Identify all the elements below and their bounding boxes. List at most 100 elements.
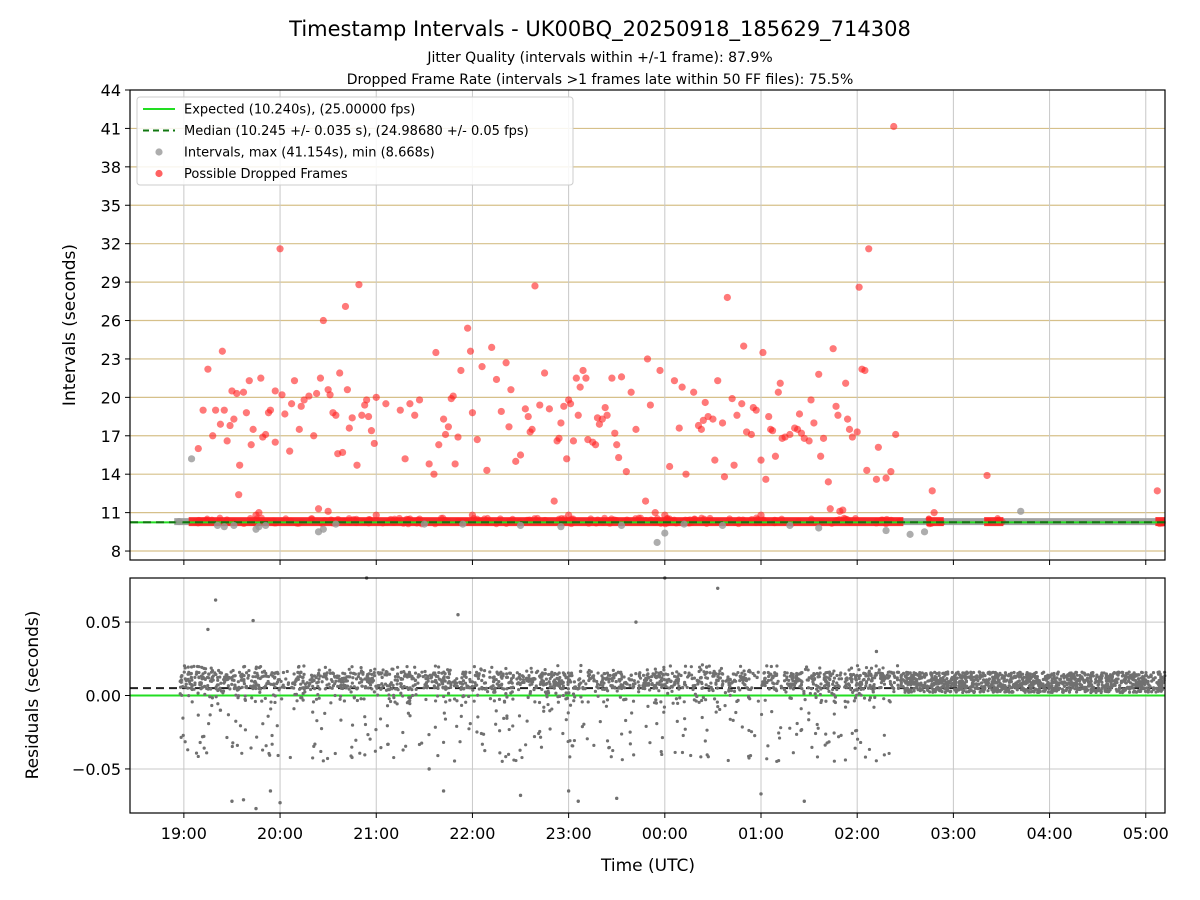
residual-point (539, 745, 544, 749)
residual-point (916, 682, 920, 686)
residual-point (383, 673, 387, 677)
residual-point (183, 685, 188, 689)
residual-point (813, 676, 817, 681)
residual-point (376, 684, 380, 688)
residual-point (1078, 676, 1082, 680)
residual-point (461, 679, 466, 683)
residual-point (542, 709, 546, 713)
residual-point (986, 671, 990, 675)
residual-point (953, 676, 957, 680)
residual-point (721, 679, 725, 683)
residual-point (857, 691, 861, 696)
residual-point (720, 683, 724, 688)
residual-point (501, 672, 505, 676)
residual-point (408, 702, 412, 706)
dropped-frame-point (411, 411, 419, 419)
residual-point (598, 683, 602, 687)
residual-point (990, 680, 994, 684)
residual-point (810, 745, 814, 749)
residual-point (991, 675, 995, 679)
residual-point (714, 682, 718, 686)
residual-point (686, 675, 690, 679)
residual-point (208, 695, 212, 699)
residual-point (468, 680, 472, 684)
residual-point (492, 690, 496, 694)
dropped-frame-point (682, 470, 690, 478)
residual-point (218, 708, 223, 712)
residual-point (566, 687, 570, 691)
dropped-frame-point (768, 427, 777, 435)
residual-point (588, 677, 593, 681)
residual-point (1000, 676, 1004, 680)
residual-point (369, 669, 373, 673)
dropped-frame-point (488, 343, 496, 352)
residual-point (359, 666, 363, 670)
residual-point (330, 679, 334, 683)
residual-point (514, 758, 518, 763)
residual-point (1047, 681, 1051, 686)
residual-point (473, 673, 477, 677)
residual-point (595, 679, 599, 684)
residual-point (665, 678, 669, 682)
residual-point (543, 667, 547, 672)
dropped-frame-point (983, 471, 991, 480)
residual-point (759, 792, 763, 796)
residual-point (201, 672, 205, 676)
residual-point (615, 689, 619, 693)
residual-point (528, 691, 532, 696)
residual-point (495, 682, 499, 686)
dropped-frame-point (226, 421, 234, 430)
residual-point (835, 687, 839, 692)
dropped-frame-point (709, 415, 717, 423)
residual-point (1015, 688, 1019, 692)
residual-point (401, 730, 405, 735)
residual-point (700, 663, 705, 667)
residual-point (908, 671, 912, 675)
residual-point (379, 686, 383, 691)
dropped-frame-point (569, 437, 578, 445)
residual-point (1007, 690, 1011, 694)
dropped-frame-point (406, 400, 414, 408)
residual-point (1052, 674, 1056, 678)
residual-point (193, 681, 197, 685)
residual-point (499, 670, 503, 674)
residual-point (832, 712, 836, 716)
dropped-frame-point (271, 438, 279, 446)
residual-point (578, 669, 583, 673)
dropped-frame-point (632, 425, 640, 433)
residual-point (843, 705, 848, 709)
residual-point (780, 686, 784, 690)
residual-point (480, 678, 484, 683)
residual-point (255, 683, 260, 687)
residual-point (584, 682, 588, 686)
residual-point (1028, 673, 1032, 677)
residual-point (198, 740, 202, 745)
residual-point (396, 687, 400, 691)
residual-point (813, 731, 818, 736)
residual-point (517, 672, 522, 677)
residual-point (791, 679, 795, 683)
x-axis-label: Time (UTC) (600, 856, 695, 876)
residual-point (932, 683, 936, 687)
residual-point (192, 664, 196, 668)
residual-point (765, 664, 769, 668)
residual-point (777, 731, 781, 735)
dropped-frame-point (563, 455, 571, 463)
residual-point (1015, 684, 1019, 688)
residual-point (459, 703, 464, 707)
residual-point (1026, 689, 1030, 693)
residual-point (762, 681, 766, 685)
residual-point (1029, 676, 1033, 680)
chart-subtitle-jitter: Jitter Quality (intervals within +/-1 fr… (426, 50, 772, 66)
residual-point (644, 724, 648, 728)
residual-point (659, 749, 663, 754)
dropped-frame-point (327, 516, 335, 523)
residual-point (294, 679, 298, 683)
residual-point (411, 684, 415, 688)
residual-point (605, 689, 610, 693)
residual-point (231, 674, 236, 678)
residual-point (577, 683, 581, 687)
residual-point (520, 680, 525, 685)
residual-point (468, 670, 472, 675)
residual-point (937, 688, 941, 692)
